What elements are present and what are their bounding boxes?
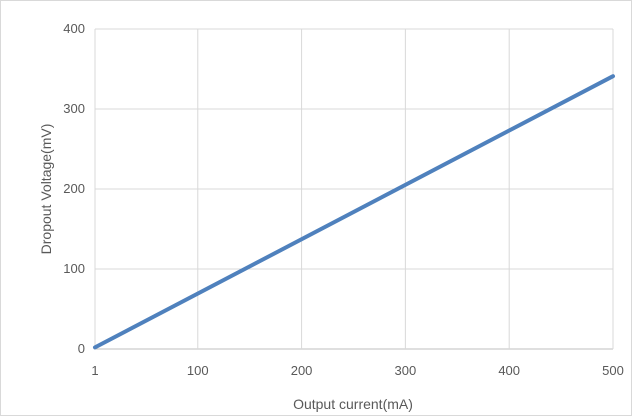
x-axis-title: Output current(mA): [293, 396, 413, 412]
y-tick-label: 0: [78, 341, 85, 356]
series-line: [93, 74, 615, 350]
y-tick-label: 100: [63, 261, 85, 276]
y-tick-label: 400: [63, 21, 85, 36]
x-tick-label: 1: [91, 363, 98, 378]
x-tick-label: 200: [291, 363, 313, 378]
x-tick-label: 500: [602, 363, 624, 378]
series-layer: [93, 74, 615, 350]
x-tick-label: 400: [498, 363, 520, 378]
grid-layer: [94, 28, 614, 350]
y-tick-label: 200: [63, 181, 85, 196]
x-tick-label: 100: [187, 363, 209, 378]
y-tick-label: 300: [63, 101, 85, 116]
x-tick-label: 300: [395, 363, 417, 378]
tick-layer: 0 100 200 300 400 1 100 200 300 400 500: [63, 21, 624, 378]
y-axis-title: Dropout Voltage(mV): [38, 124, 54, 255]
